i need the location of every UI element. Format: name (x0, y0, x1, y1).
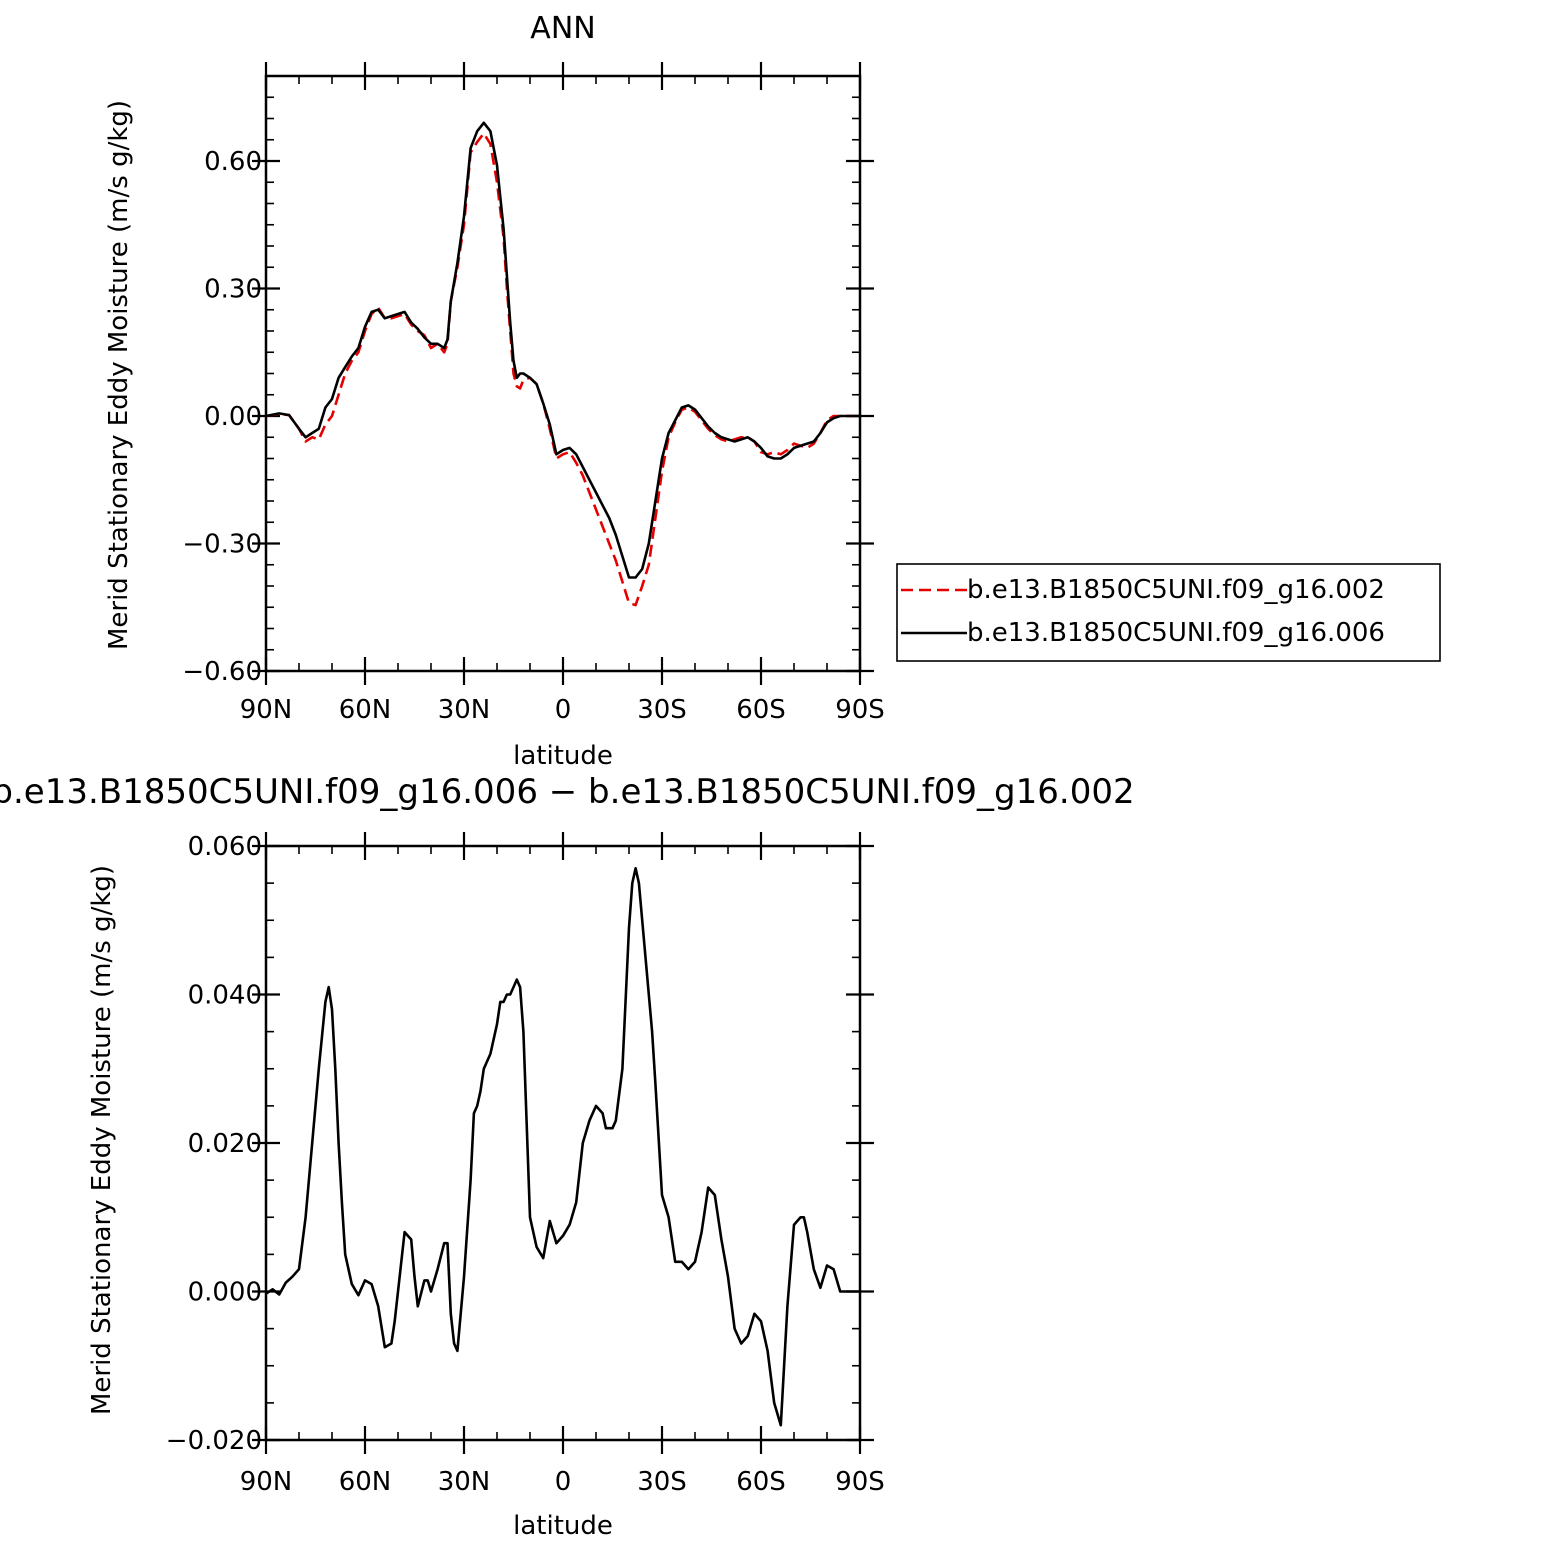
y-tick-label: 0.00 (204, 402, 262, 432)
x-axis-label: latitude (513, 1511, 613, 1541)
series-line (265, 866, 860, 1427)
x-tick-label: 90S (835, 695, 885, 725)
x-tick-label: 0 (555, 695, 572, 725)
x-tick-label: 30S (637, 1467, 687, 1497)
axis-ticks (252, 62, 874, 685)
plot-frame (264, 74, 862, 673)
y-tick-label: 0.000 (188, 1278, 262, 1308)
legend: b.e13.B1850C5UNI.f09_g16.002 b.e13.B1850… (896, 563, 1441, 662)
legend-label: b.e13.B1850C5UNI.f09_g16.002 (967, 575, 1385, 605)
x-tick-label: 60N (339, 1467, 392, 1497)
y-axis-label: Merid Stationary Eddy Moisture (m/s g/kg… (104, 100, 134, 650)
axis-ticks (252, 832, 874, 1454)
chart-difference: b.e13.B1850C5UNI.f09_g16.006 − b.e13.B18… (0, 772, 1135, 1541)
x-axis-label: latitude (513, 741, 613, 771)
y-tick-label: −0.30 (182, 530, 262, 560)
chart-title: ANN (530, 11, 595, 46)
legend-box (896, 563, 1441, 662)
chart-title: b.e13.B1850C5UNI.f09_g16.006 − b.e13.B18… (0, 772, 1135, 812)
tick-labels: 90N 60N 30N 0 30S 60S 90S 0.060 0.040 0.020 0.000 −… (166, 832, 885, 1497)
y-tick-label: 0.60 (204, 147, 262, 177)
series-line (265, 132, 860, 607)
y-tick-label: 0.040 (188, 981, 262, 1011)
x-tick-label: 90N (240, 695, 293, 725)
x-tick-label: 0 (555, 1467, 572, 1497)
y-tick-label: 0.020 (188, 1129, 262, 1159)
series-line (265, 121, 860, 579)
x-tick-label: 60S (736, 695, 786, 725)
chart-ann: ANN Merid Stationary Eddy Moisture (m/s … (104, 11, 1441, 771)
x-tick-label: 90S (835, 1467, 885, 1497)
y-tick-label: 0.30 (204, 275, 262, 305)
x-tick-label: 60S (736, 1467, 786, 1497)
y-tick-label: 0.060 (188, 832, 262, 862)
x-tick-label: 30N (438, 1467, 491, 1497)
y-axis-label: Merid Stationary Eddy Moisture (m/s g/kg… (87, 865, 117, 1415)
series-lines (265, 121, 860, 607)
y-tick-label: −0.60 (182, 657, 262, 687)
series-lines (265, 866, 860, 1427)
tick-labels: 90N 60N 30N 0 30S 60S 90S 0.60 0.30 0.00 −0.30 −0.6… (182, 147, 884, 725)
x-tick-label: 30S (637, 695, 687, 725)
plot-frame (264, 844, 862, 1442)
x-tick-label: 90N (240, 1467, 293, 1497)
y-tick-label: −0.020 (166, 1426, 262, 1456)
x-tick-label: 30N (438, 695, 491, 725)
legend-label: b.e13.B1850C5UNI.f09_g16.006 (967, 618, 1385, 648)
x-tick-label: 60N (339, 695, 392, 725)
